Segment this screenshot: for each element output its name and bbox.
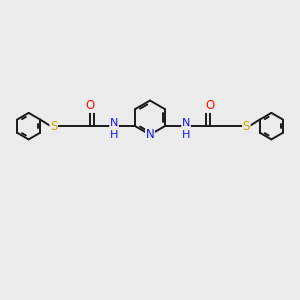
- Text: N
H: N H: [182, 118, 190, 140]
- Text: N: N: [146, 128, 154, 141]
- Text: N
H: N H: [110, 118, 118, 140]
- Text: O: O: [205, 99, 214, 112]
- Text: S: S: [50, 120, 57, 133]
- Text: S: S: [243, 120, 250, 133]
- Text: O: O: [86, 99, 95, 112]
